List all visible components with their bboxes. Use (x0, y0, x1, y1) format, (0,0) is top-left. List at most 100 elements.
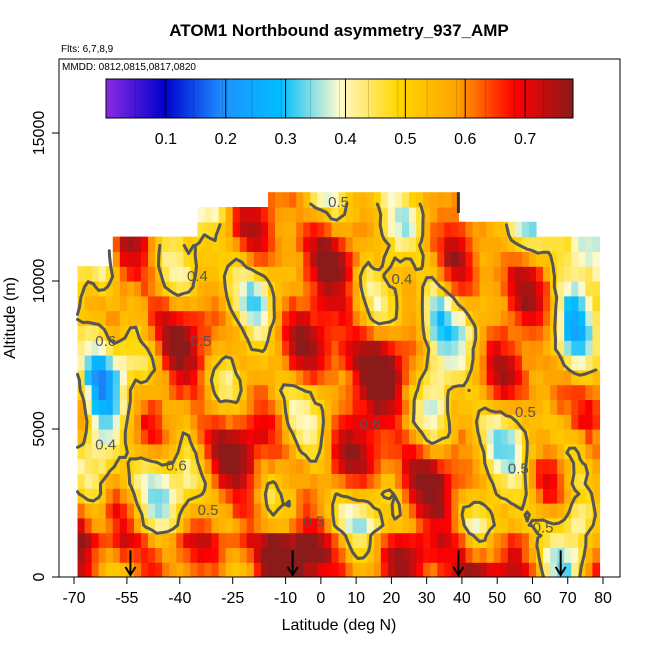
heatmap-cell (564, 399, 572, 415)
heatmap-cell (324, 266, 333, 282)
heatmap-cell (493, 251, 502, 267)
contour-label: 0.5 (303, 514, 324, 531)
heatmap-cell (119, 532, 128, 548)
heatmap-cell (204, 532, 213, 548)
heatmap-cell (162, 325, 170, 341)
heatmap-cell (169, 473, 177, 489)
heatmap-cell (430, 369, 438, 386)
flight-markers (124, 192, 567, 577)
heatmap-cell (112, 355, 121, 371)
heatmap-cell (282, 503, 290, 519)
heatmap-cell (373, 340, 382, 356)
heatmap-cell (267, 429, 276, 445)
heatmap-cell (387, 236, 396, 252)
heatmap-cell (176, 458, 184, 474)
heatmap-cell (225, 399, 234, 415)
heatmap-cell (352, 221, 361, 238)
contour-label: 0.5 (533, 520, 554, 537)
heatmap-cell (543, 547, 551, 563)
heatmap-cell (543, 473, 551, 489)
heatmap-cell (543, 414, 551, 430)
heatmap-cell (183, 429, 191, 445)
heatmap-cell (359, 266, 368, 282)
heatmap-cell (401, 414, 410, 430)
heatmap-cell (550, 251, 558, 267)
heatmap-cell (162, 369, 170, 386)
heatmap-cell (169, 517, 177, 534)
heatmap-cell (387, 399, 396, 415)
heatmap-cell (162, 443, 170, 460)
heatmap-cell (317, 192, 325, 208)
heatmap-cell (387, 429, 396, 445)
heatmap-cell (458, 414, 467, 430)
heatmap-cell (458, 355, 467, 371)
heatmap-cell (493, 458, 502, 474)
heatmap-cell (232, 517, 241, 534)
heatmap-cell (394, 266, 403, 282)
heatmap-cell (338, 547, 347, 563)
heatmap-cell (380, 281, 389, 297)
heatmap-cell (550, 236, 558, 252)
heatmap-cell (162, 488, 170, 504)
heatmap-cell (592, 251, 601, 267)
heatmap-cell (507, 310, 516, 326)
heatmap-cell (578, 325, 586, 341)
heatmap-cell (253, 532, 262, 548)
heatmap-cell (557, 429, 565, 445)
heatmap-cell (282, 221, 290, 238)
heatmap-cell (564, 562, 572, 577)
heatmap-cell (112, 310, 121, 326)
heatmap-cell (345, 207, 354, 223)
heatmap-cell (162, 236, 170, 252)
heatmap-cell (416, 295, 424, 312)
heatmap-cell (401, 429, 410, 445)
heatmap-cell (387, 221, 396, 238)
heatmap-cell (91, 503, 100, 519)
heatmap-cell (578, 429, 586, 445)
heatmap-cell (84, 340, 93, 356)
heatmap-cell (246, 221, 255, 238)
heatmap-cell (211, 281, 220, 297)
heatmap-cell (578, 503, 586, 519)
heatmap-cell (557, 355, 565, 371)
heatmap-cell (218, 207, 227, 223)
heatmap-cell (578, 473, 586, 489)
heatmap-cell (543, 295, 551, 312)
heatmap-cell (267, 325, 276, 341)
heatmap-cell (550, 295, 558, 312)
heatmap-cell (190, 325, 199, 341)
heatmap-cell (218, 414, 227, 430)
heatmap-cell (119, 429, 128, 445)
heatmap-cell (275, 517, 283, 534)
heatmap-cell (119, 399, 128, 415)
heatmap-cell (260, 295, 269, 312)
contour-label: 0.6 (166, 457, 187, 474)
heatmap-cell (148, 443, 156, 460)
heatmap-cell (465, 266, 474, 282)
heatmap-cell (296, 532, 304, 548)
heatmap-cell (401, 562, 410, 577)
heatmap-cell (493, 562, 502, 577)
heatmap-cell (394, 429, 403, 445)
heatmap-cell (557, 236, 565, 252)
heatmap-cell (232, 562, 241, 577)
heatmap-cell (401, 236, 410, 252)
heatmap-cell (359, 310, 368, 326)
heatmap-cell (423, 236, 431, 252)
heatmap-cell (373, 266, 382, 282)
heatmap-cell (225, 517, 234, 534)
heatmap-cell (444, 310, 452, 326)
heatmap-cell (564, 473, 572, 489)
heatmap-cell (359, 532, 368, 548)
heatmap-cell (303, 266, 311, 282)
heatmap-cell (401, 221, 410, 238)
heatmap-cell (148, 517, 156, 534)
x-tick-label: 40 (453, 590, 471, 607)
heatmap-cell (211, 251, 220, 267)
heatmap-cell (169, 251, 177, 267)
heatmap-cell (84, 547, 93, 563)
heatmap-cell (521, 414, 530, 430)
heatmap-cell (204, 325, 213, 341)
heatmap-cell (416, 355, 424, 371)
heatmap-cell (232, 281, 241, 297)
